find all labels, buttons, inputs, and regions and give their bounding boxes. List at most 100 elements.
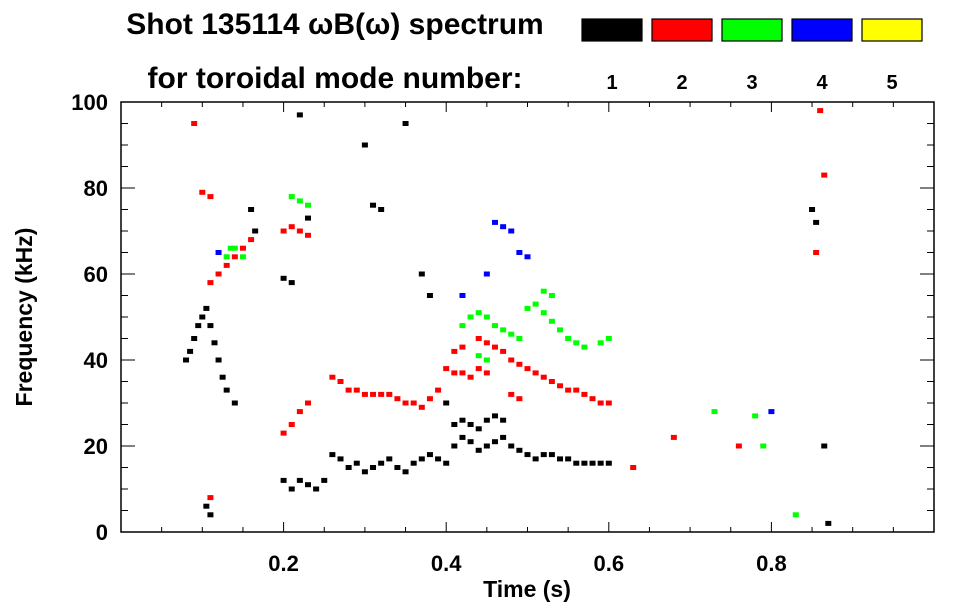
mode-2-point [589,396,596,402]
mode-1-point [378,460,385,466]
mode-2-point [215,271,222,277]
mode-1-point [813,219,820,225]
mode-2-point [329,374,336,380]
mode-3-point [500,327,507,333]
mode-2-point [548,379,555,384]
mode-1-point [345,465,352,470]
mode-1-point [191,336,198,341]
mode-2-point [410,400,417,406]
y-tick-label: 60 [84,262,108,287]
mode-2-point [670,434,677,440]
mode-1-point [304,215,311,221]
mode-2-point [296,228,303,234]
mode-1-point [199,314,206,320]
mode-1-point [353,460,360,466]
mode-1-point [451,443,458,449]
mode-3-point [752,413,759,419]
mode-2-point [491,344,498,350]
mode-1-point [361,142,368,148]
mode-2-point [475,336,482,341]
mode-2-point [557,383,564,389]
mode-2-point [813,250,820,255]
mode-1-point [809,207,816,212]
mode-1-point [207,512,214,518]
mode-1-point [223,387,230,393]
mode-1-point [524,452,531,458]
mode-1-point [426,452,433,458]
mode-1-point [532,456,539,462]
mode-1-point [203,305,210,311]
mode-1-point [573,460,580,466]
mode-2-point [605,400,612,406]
mode-1-point [548,452,555,458]
mode-2-point [386,391,393,397]
mode-4-point [768,409,775,415]
legend-label-3: 3 [746,72,757,94]
mode-2-point [451,370,458,376]
mode-2-point [231,254,238,260]
mode-3-point [459,323,466,329]
mode-2-point [500,348,507,354]
mode-2-point [207,194,214,200]
mode-1-point [821,443,828,449]
mode-3-point [565,336,572,341]
mode-3-point [760,443,767,449]
mode-1-point [231,400,238,406]
legend-swatch-3 [721,18,783,42]
mode-2-point [451,348,458,354]
mode-1-point [825,520,832,526]
mode-2-point [361,391,368,397]
mode-4-point [483,271,490,277]
mode-1-point [557,456,564,462]
mode-1-point [410,460,417,466]
y-tick-label: 40 [84,348,108,373]
mode-2-point [353,387,360,393]
mode-2-point [508,391,515,397]
mode-1-point [491,439,498,445]
mode-1-point [459,417,466,423]
mode-2-point [483,340,490,346]
mode-1-point [296,477,303,483]
x-axis-ticks: 0.2 0.4 0.6 0.8 [268,551,786,576]
mode-1-point [443,460,450,466]
legend-swatch-2 [651,18,713,42]
mode-legend: 1 2 3 4 5 [581,18,923,94]
legend-label-1: 1 [606,72,617,94]
mode-1-point [187,348,194,354]
mode-1-point [443,400,450,406]
mode-4-point [524,254,531,260]
mode-2-point [821,172,828,178]
mode-3-point [475,310,482,316]
mode-3-point [557,327,564,333]
mode-1-point [394,465,401,470]
mode-1-point [211,340,218,346]
mode-2-point [483,370,490,376]
mode-1-point [337,456,344,462]
mode-3-point [296,198,303,204]
mode-2-point [223,262,230,268]
mode-3-point [508,331,515,337]
mode-3-point [467,314,474,320]
mode-2-point [207,495,214,501]
mode-3-point [524,305,531,311]
legend-swatch-4 [791,18,853,42]
mode-1-point [500,434,507,440]
mode-2-point [370,391,377,397]
mode-2-point [735,443,742,449]
mode-1-point [304,482,311,488]
mode-1-point [605,460,612,466]
plot-frame [120,101,935,533]
legend-swatch-5 [861,18,923,42]
mode-1-point [402,121,409,126]
mode-2-point [304,400,311,406]
mode-1-point [459,434,466,440]
mode-3-point [491,323,498,329]
mode-2-point [565,387,572,393]
mode-1-point [451,422,458,427]
x-axis-label: Time (s) [483,576,571,602]
chart-title: Shot 135114 ωB(ω) spectrum [126,8,543,41]
mode-1-point [426,293,433,298]
mode-2-point [532,370,539,376]
mode-2-point [573,387,580,393]
